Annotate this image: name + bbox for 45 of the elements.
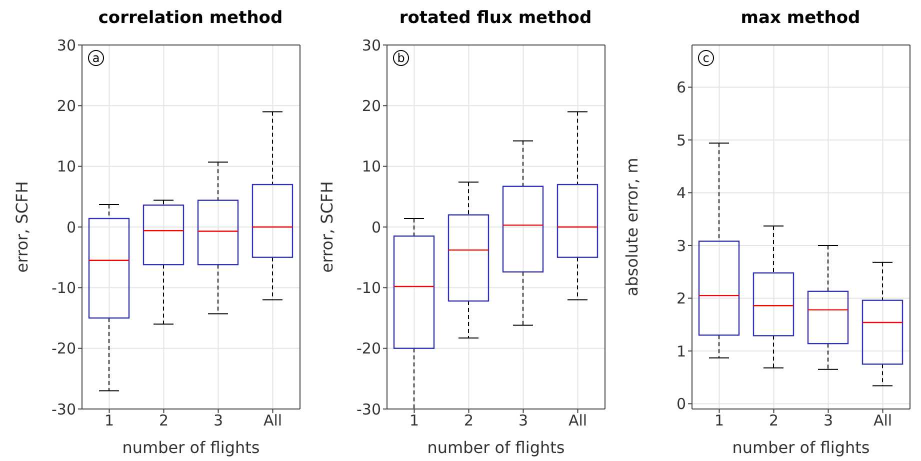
y-tick-label: -10 — [52, 278, 76, 297]
y-tick-label: -10 — [356, 278, 381, 297]
chart-title: rotated flux method — [398, 8, 593, 30]
x-tick-label: All — [568, 412, 588, 430]
x-tick-label: 1 — [104, 412, 114, 430]
y-tick-label: 5 — [676, 131, 686, 150]
x-tick-label: All — [873, 412, 892, 430]
y-tick-label: 10 — [56, 158, 76, 176]
annotation: a — [88, 50, 104, 66]
x-axis-title: number of flights — [122, 438, 260, 457]
x-axis-title: number of flights — [732, 438, 870, 457]
y-tick-label: 0 — [66, 218, 76, 236]
y-tick-label: 30 — [362, 36, 381, 54]
y-tick-label: 3 — [676, 236, 686, 255]
y-tick-label: -20 — [356, 340, 381, 358]
y-tick-label: 0 — [371, 218, 381, 236]
y-tick-label: 4 — [676, 184, 686, 202]
x-tick-label: 1 — [714, 412, 724, 430]
y-tick-label: -30 — [356, 400, 381, 418]
y-axis-title: absolute error, m — [622, 158, 642, 296]
y-tick-label: 6 — [676, 78, 686, 97]
y-tick-label: 10 — [362, 158, 381, 176]
y-tick-label: 20 — [56, 96, 76, 115]
y-tick-label: 0 — [676, 395, 686, 414]
x-tick-label: All — [263, 412, 282, 430]
x-tick-label: 2 — [158, 412, 169, 430]
y-axis-title: error, SCFH — [12, 181, 32, 273]
y-tick-label: -30 — [52, 400, 76, 418]
y-tick-label: -20 — [52, 340, 76, 358]
annotation: c — [698, 50, 714, 66]
y-tick-label: 20 — [362, 96, 381, 115]
y-tick-label: 30 — [56, 36, 76, 54]
y-tick-label: 1 — [676, 342, 686, 360]
y-axis-title: error, SCFH — [318, 181, 337, 273]
x-tick-label: 2 — [768, 412, 779, 430]
chart-title: max method — [740, 8, 862, 30]
x-tick-label: 3 — [213, 412, 224, 430]
x-tick-label: 2 — [464, 412, 474, 430]
annotation: b — [393, 50, 409, 66]
chart-title: correlation method — [97, 8, 284, 30]
x-axis-title: number of flights — [427, 438, 565, 457]
x-tick-label: 3 — [823, 412, 834, 430]
x-tick-label: 3 — [518, 412, 528, 430]
x-tick-label: 1 — [409, 412, 420, 430]
y-tick-label: 2 — [676, 290, 686, 308]
